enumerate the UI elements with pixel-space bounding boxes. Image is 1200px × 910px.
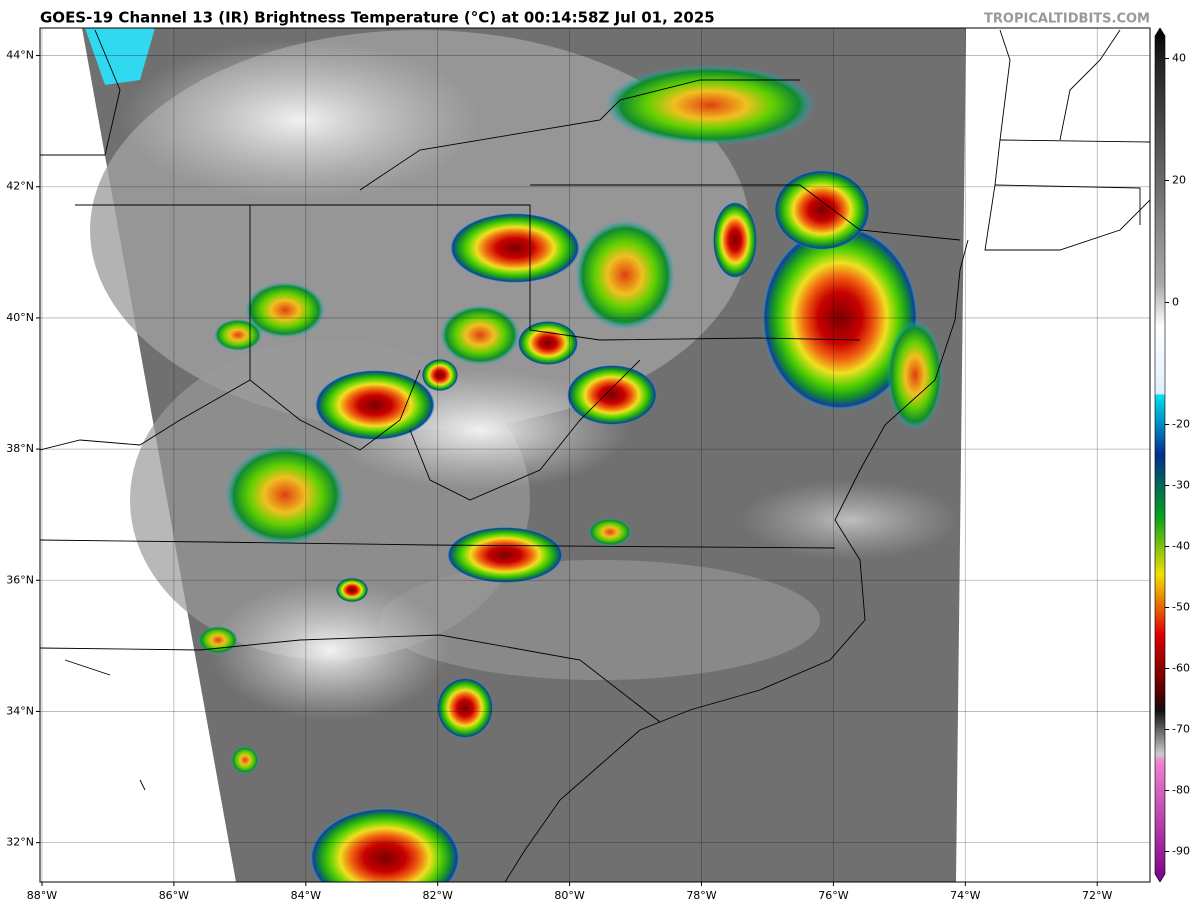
lon-tick-label: 78°W [686,889,716,902]
lat-tick-label: 44°N [6,49,34,62]
colorbar-tick-label: -20 [1172,418,1190,431]
lat-tick-label: 36°N [6,573,34,586]
satellite-image [40,28,1150,882]
lat-tick-label: 32°N [6,836,34,849]
lon-tick-label: 76°W [818,889,848,902]
lat-tick-label: 42°N [6,180,34,193]
lon-tick-label: 86°W [159,889,189,902]
colorbar-tick-label: -30 [1172,479,1190,492]
colorbar-tick-label: -40 [1172,540,1190,553]
map-frame [39,27,1151,883]
lon-tick-label: 88°W [27,889,57,902]
colorbar-tick-label: -50 [1172,601,1190,614]
lon-tick-label: 80°W [554,889,584,902]
lat-tick-label: 38°N [6,442,34,455]
lon-tick-label: 72°W [1082,889,1112,902]
graticule: 88°W 86°W 84°W 82°W 80°W 78°W 76°W 74°W 72°W 44°N… [6,28,1150,902]
lat-tick-label: 40°N [6,311,34,324]
colorbar-tick-label: -80 [1172,784,1190,797]
colorbar-tick-label: 20 [1172,174,1186,187]
borders [40,29,1150,882]
colorbar-tick-label: -70 [1172,723,1190,736]
colorbar-tick-label: 0 [1172,296,1179,309]
lon-tick-label: 84°W [291,889,321,902]
colorbar-tick-label: -90 [1172,845,1190,858]
site-label: TROPICALTIDBITS.COM [984,12,1150,27]
lon-tick-label: 82°W [423,889,453,902]
title: GOES-19 Channel 13 (IR) Brightness Tempe… [40,9,715,27]
colorbar-tick-label: 40 [1172,52,1186,65]
colorbar-tick-label: -60 [1172,662,1190,675]
lon-tick-label: 74°W [950,889,980,902]
lat-tick-label: 34°N [6,704,34,717]
colorbar [1154,27,1166,883]
